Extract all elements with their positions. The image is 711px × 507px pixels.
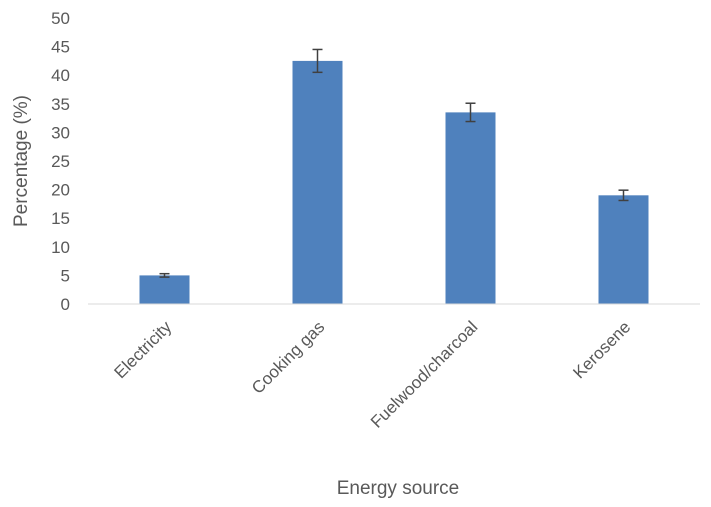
error-bars	[159, 48, 629, 278]
y-tick-label: 40	[51, 66, 70, 85]
y-tick-label: 10	[51, 238, 70, 257]
y-tick-label: 35	[51, 95, 70, 114]
x-tick-label: Electricity	[110, 317, 175, 382]
bars	[139, 60, 649, 305]
x-axis-title: Energy source	[337, 478, 460, 499]
y-axis-title: Percentage (%)	[11, 95, 32, 227]
y-tick-label: 0	[61, 295, 70, 314]
bar	[292, 60, 343, 305]
y-axis-ticks: 0 5 10 15 20 25 30 35 40 45 50	[51, 9, 70, 314]
bar	[445, 112, 496, 304]
x-tick-label: Fuelwood/charcoal	[367, 317, 481, 431]
y-tick-label: 30	[51, 123, 70, 142]
x-axis-ticks: Electricity Cooking gas Fuelwood/charcoal K…	[110, 317, 634, 432]
y-tick-label: 20	[51, 181, 70, 200]
bar	[139, 275, 190, 304]
y-tick-label: 50	[51, 9, 70, 28]
y-tick-label: 15	[51, 209, 70, 228]
y-tick-label: 45	[51, 38, 70, 57]
y-tick-label: 5	[61, 266, 70, 285]
x-tick-label: Kerosene	[569, 317, 634, 382]
x-tick-label: Cooking gas	[248, 317, 328, 397]
bar	[598, 195, 649, 304]
y-tick-label: 25	[51, 152, 70, 171]
